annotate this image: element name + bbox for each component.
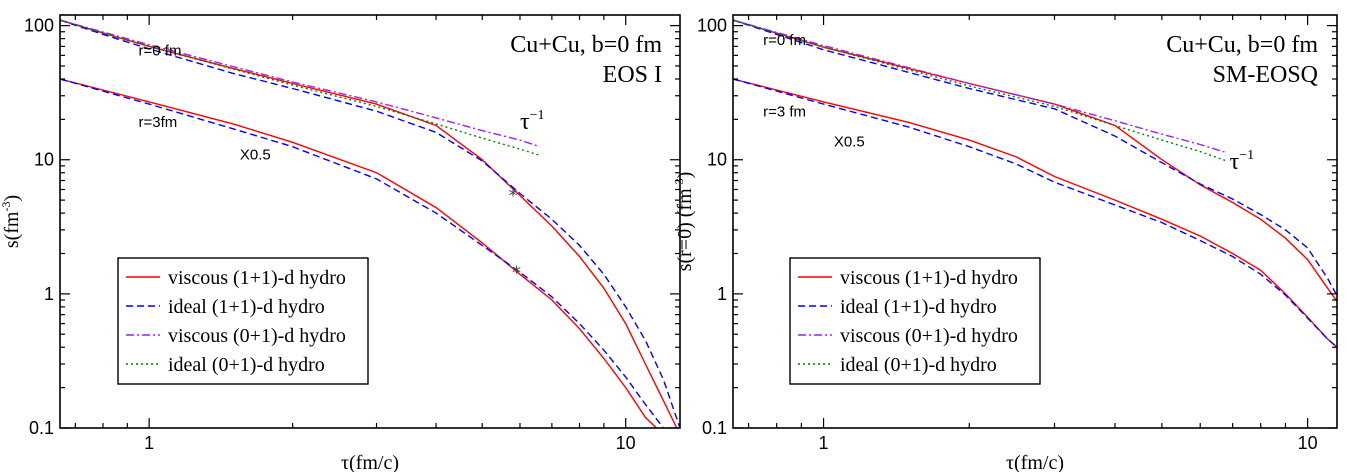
- annotation-scale: X0.5: [240, 147, 271, 164]
- legend-label-viscous11: viscous (1+1)-d hydro: [168, 267, 346, 289]
- star-marker-0: *: [508, 186, 517, 207]
- y-tick-label: 10: [34, 150, 54, 170]
- series-line-ideal11-1: [733, 19, 1337, 296]
- annotation-r3: r=3fm: [139, 114, 178, 131]
- legend-label-ideal01: ideal (0+1)-d hydro: [168, 354, 325, 376]
- series-line-viscous01-2: [60, 19, 540, 148]
- left-chart-panel: * * 1 10 0.1 1 10 100 τ(fm/c) s(fm-3) Cu+Cu, b=0 f…: [0, 14, 681, 472]
- plot-frame: [59, 14, 681, 429]
- series-line-ideal11-5: [60, 78, 664, 428]
- series-line-ideal11-1: [60, 19, 680, 428]
- series-line-ideal01-3: [60, 19, 540, 156]
- legend-box: [789, 257, 1041, 385]
- chart-title-line1: Cu+Cu, b=0 fm: [510, 32, 662, 58]
- legend-label-ideal01: ideal (0+1)-d hydro: [840, 354, 997, 376]
- y-axis-title: s(fm-3): [0, 195, 23, 248]
- annotation-r3: r=3 fm: [763, 104, 806, 121]
- chart-title-line2: SM-EOSQ: [1213, 62, 1318, 88]
- chart-title-line2: EOS I: [603, 62, 662, 88]
- legend-label-viscous01: viscous (0+1)-d hydro: [168, 325, 346, 347]
- legend: viscous (1+1)-d hydro ideal (1+1)-d hydro…: [789, 257, 1041, 385]
- x-axis-title: τ(fm/c): [1006, 452, 1064, 472]
- annotation-tau-inverse: τ−1: [520, 108, 545, 135]
- x-tick-label: 1: [819, 433, 829, 453]
- series-group: [60, 19, 680, 428]
- chart-title-line1: Cu+Cu, b=0 fm: [1166, 32, 1318, 58]
- legend-box: [117, 257, 369, 385]
- annotation-scale: X0.5: [834, 134, 865, 151]
- series-line-ideal11-5: [733, 78, 1337, 348]
- y-tick-label: 1: [44, 284, 54, 304]
- annotation-r0: r=0 fm: [139, 42, 182, 59]
- series-line-viscous11-4: [60, 78, 657, 428]
- series-group: [733, 19, 1337, 348]
- annotation-tau-inverse: τ−1: [1230, 148, 1255, 175]
- legend-label-ideal11: ideal (1+1)-d hydro: [840, 296, 997, 318]
- x-tick-label: 1: [144, 433, 154, 453]
- legend: viscous (1+1)-d hydro ideal (1+1)-d hydro…: [117, 257, 369, 385]
- y-axis-title: s(r=0) (fm-3): [672, 172, 696, 272]
- right-chart-panel: 1 10 0.1 1 10 100 τ(fm/c) s(r=0) (fm-3) Cu+Cu, b…: [672, 14, 1338, 472]
- y-tick-label: 100: [24, 16, 54, 36]
- y-tick-label: 100: [697, 16, 727, 36]
- y-tick-label: 1: [717, 284, 727, 304]
- x-tick-label: 10: [1298, 433, 1318, 453]
- series-line-viscous01-2: [733, 19, 1227, 154]
- y-tick-label: 10: [707, 150, 727, 170]
- legend-label-viscous01: viscous (0+1)-d hydro: [840, 325, 1018, 347]
- annotation-r0: r=0 fm: [763, 32, 806, 49]
- y-tick-label: 0.1: [702, 418, 727, 438]
- star-marker-1: *: [512, 262, 521, 283]
- x-tick-label: 10: [616, 433, 636, 453]
- x-axis-title: τ(fm/c): [341, 452, 399, 472]
- legend-label-ideal11: ideal (1+1)-d hydro: [168, 296, 325, 318]
- plot-frame: [732, 14, 1338, 429]
- legend-label-viscous11: viscous (1+1)-d hydro: [840, 267, 1018, 289]
- y-tick-label: 0.1: [29, 418, 54, 438]
